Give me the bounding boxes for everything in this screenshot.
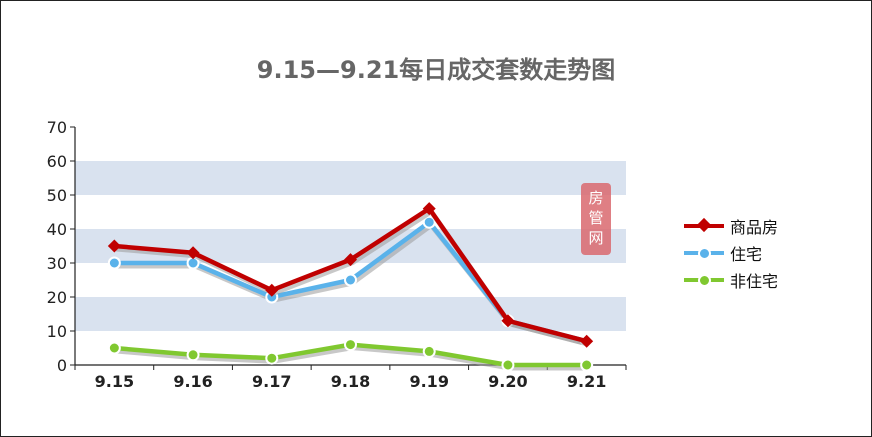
data-point-marker <box>344 273 357 287</box>
data-point-marker <box>501 314 515 328</box>
grid-band <box>75 297 626 331</box>
x-tick-label: 9.19 <box>409 372 448 391</box>
data-point-marker <box>344 253 357 267</box>
data-point-marker <box>186 348 200 362</box>
x-tick-label: 9.18 <box>331 372 370 391</box>
legend-item-commercial-housing: 商品房 <box>684 213 778 239</box>
data-point-marker <box>107 239 121 253</box>
data-point-marker <box>186 246 200 260</box>
legend-swatch-diamond <box>684 216 724 236</box>
x-tick-label: 9.21 <box>567 372 606 391</box>
y-tick-label: 30 <box>47 254 67 273</box>
y-tick-label: 0 <box>57 356 67 375</box>
x-tick-label: 9.20 <box>488 372 527 391</box>
grid-band <box>75 161 626 195</box>
stamp-char: 网 <box>588 229 603 247</box>
x-tick-label: 9.15 <box>95 372 134 391</box>
y-tick-label: 50 <box>47 186 67 205</box>
data-point-marker <box>580 358 594 372</box>
data-point-marker <box>344 338 357 352</box>
legend-swatch-circle <box>684 270 724 290</box>
data-point-marker <box>580 334 594 348</box>
x-tick-label: 9.17 <box>252 372 291 391</box>
stamp-char: 管 <box>588 209 603 227</box>
data-point-marker <box>422 202 436 216</box>
y-tick-label: 20 <box>47 288 67 307</box>
legend-label: 商品房 <box>730 218 779 237</box>
y-tick-label: 40 <box>47 220 67 239</box>
stamp-box <box>581 183 611 255</box>
legend-item-non-residential: 非住宅 <box>684 267 778 293</box>
y-tick-label: 10 <box>47 322 67 341</box>
legend-swatch-circle <box>684 243 724 263</box>
data-point-marker <box>265 283 279 297</box>
data-point-marker <box>422 215 436 229</box>
chart-legend: 商品房 住宅 非住宅 <box>684 213 778 294</box>
data-point-marker <box>265 351 279 365</box>
chart-title: 9.15—9.21每日成交套数走势图 <box>256 56 616 84</box>
x-tick-label: 9.16 <box>173 372 212 391</box>
legend-label: 住宅 <box>730 245 763 264</box>
data-point-marker <box>501 358 515 372</box>
data-point-marker <box>422 344 436 358</box>
legend-item-residential: 住宅 <box>684 240 778 266</box>
data-point-marker <box>107 256 121 270</box>
watermark-text: 荆门房产热线 <box>250 195 430 230</box>
data-point-marker <box>107 341 121 355</box>
y-tick-label: 70 <box>47 118 67 137</box>
y-tick-label: 60 <box>47 152 67 171</box>
stamp-char: 房 <box>588 189 603 207</box>
legend-label: 非住宅 <box>730 272 779 291</box>
